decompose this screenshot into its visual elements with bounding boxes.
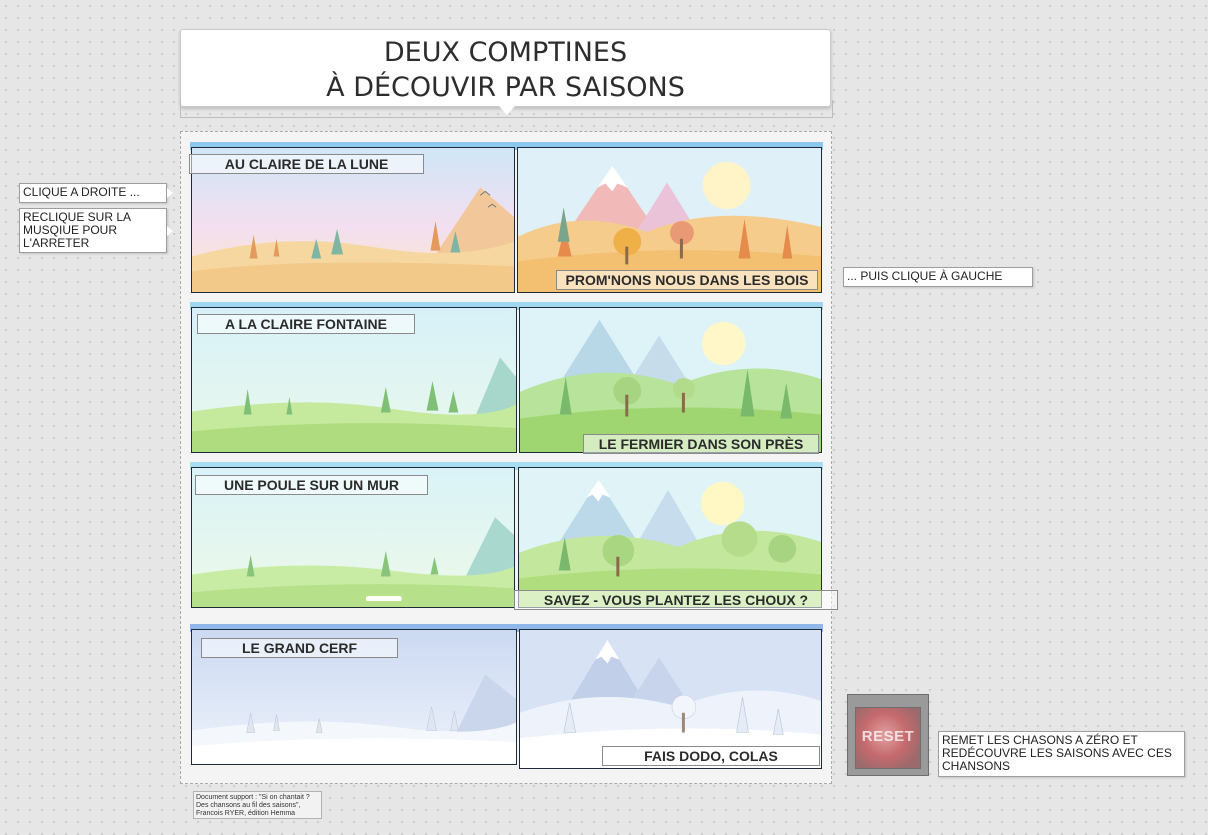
row-strip-4 [190, 624, 823, 632]
instruction-reclick: RECLIQUE SUR LA MUSQIUE POUR L'ARRETER [19, 208, 173, 253]
title-line-2: À DÉCOUVIR PAR SAISONS [326, 72, 685, 103]
song-label-au-claire-de-la-lune[interactable]: AU CLAIRE DE LA LUNE [189, 154, 424, 174]
instruction-click-right: CLIQUE A DROITE ... [19, 183, 173, 203]
reset-button[interactable]: RESET [847, 694, 929, 776]
row-strip-1 [190, 142, 823, 150]
row-strip-2 [190, 302, 823, 310]
row-strip-3 [190, 462, 823, 470]
page-title: DEUX COMPTINES À DÉCOUVIR PAR SAISONS [180, 29, 831, 115]
instruction-click-left: ... PUIS CLIQUE À GAUCHE [843, 267, 1033, 287]
song-label-le-fermier-dans-son-pres[interactable]: LE FERMIER DANS SON PRÈS [583, 434, 819, 454]
instruction-reclick-text: RECLIQUE SUR LA MUSQIUE POUR L'ARRETER [23, 210, 131, 250]
title-frame [180, 100, 833, 118]
song-label-savez-vous-plantez-les-choux[interactable]: SAVEZ - VOUS PLANTEZ LES CHOUX ? [514, 590, 838, 610]
scene-winter-right[interactable] [519, 629, 822, 769]
song-label-une-poule-sur-un-mur[interactable]: UNE POULE SUR UN MUR [195, 475, 428, 495]
source-credit: Document support : "Si on chantait ? Des… [193, 791, 322, 819]
song-label-le-grand-cerf[interactable]: LE GRAND CERF [201, 638, 398, 658]
instruction-click-right-text: CLIQUE A DROITE ... [23, 185, 140, 199]
title-line-1: DEUX COMPTINES [383, 37, 628, 68]
reset-button-icon: RESET [855, 707, 921, 769]
instruction-click-left-text: ... PUIS CLIQUE À GAUCHE [847, 269, 1003, 283]
instruction-reset-text: REMET LES CHASONS A ZÉRO ET REDÉCOUVRE L… [942, 733, 1172, 773]
scene-spring-right[interactable] [519, 307, 822, 453]
song-label-a-la-claire-fontaine[interactable]: A LA CLAIRE FONTAINE [197, 314, 415, 334]
song-label-promnons-nous-dans-les-bois[interactable]: PROM'NONS NOUS DANS LES BOIS [556, 270, 818, 290]
song-label-fais-dodo-colas[interactable]: FAIS DODO, COLAS [602, 746, 820, 766]
scene-summer-right[interactable] [518, 467, 822, 608]
reset-button-label: RESET [861, 728, 915, 745]
instruction-reset: REMET LES CHASONS A ZÉRO ET REDÉCOUVRE L… [938, 731, 1185, 777]
